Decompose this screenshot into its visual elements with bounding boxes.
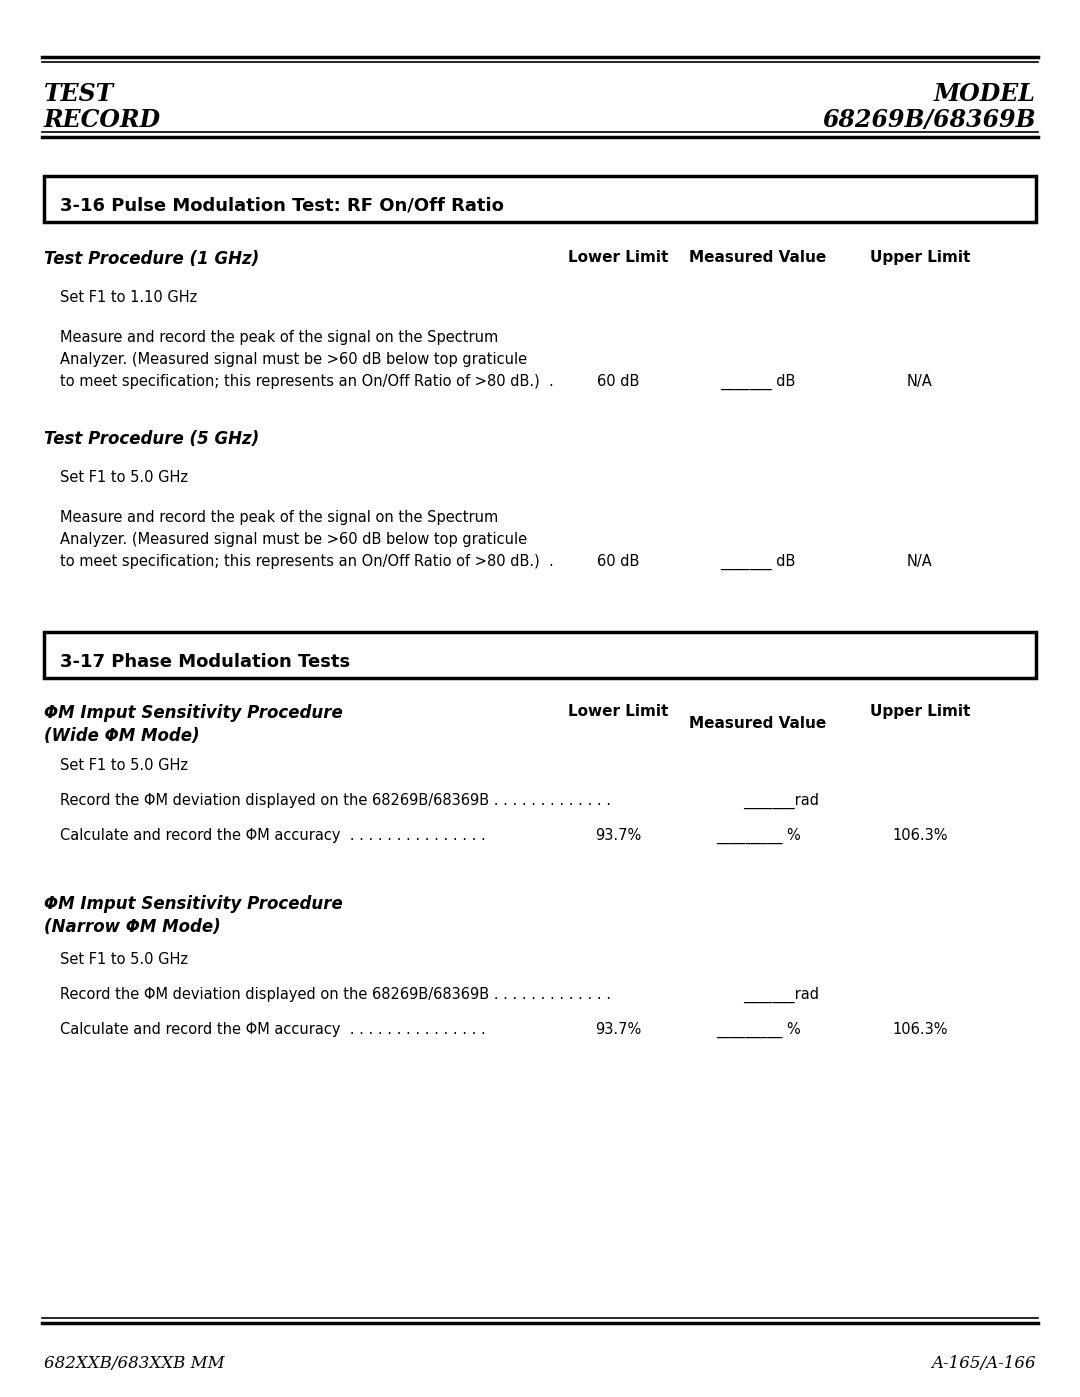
Text: 106.3%: 106.3% — [892, 828, 948, 842]
Text: _________ %: _________ % — [716, 1023, 800, 1038]
Text: N/A: N/A — [907, 555, 933, 569]
Text: MODEL: MODEL — [934, 82, 1036, 106]
Text: Calculate and record the ΦM accuracy  . . . . . . . . . . . . . . .: Calculate and record the ΦM accuracy . .… — [60, 828, 486, 842]
Text: Lower Limit: Lower Limit — [568, 250, 669, 265]
Text: Set F1 to 5.0 GHz: Set F1 to 5.0 GHz — [60, 759, 188, 773]
Bar — [44, 176, 1036, 222]
Text: Measure and record the peak of the signal on the Spectrum: Measure and record the peak of the signa… — [60, 510, 498, 525]
Text: Lower Limit: Lower Limit — [568, 704, 669, 719]
Text: Set F1 to 5.0 GHz: Set F1 to 5.0 GHz — [60, 469, 188, 485]
Text: _______ dB: _______ dB — [720, 374, 796, 390]
Text: Measured Value: Measured Value — [689, 717, 826, 731]
Text: 106.3%: 106.3% — [892, 1023, 948, 1037]
Text: Record the ΦM deviation displayed on the 68269B/68369B . . . . . . . . . . . . .: Record the ΦM deviation displayed on the… — [60, 793, 611, 807]
Text: Test Procedure (1 GHz): Test Procedure (1 GHz) — [44, 250, 259, 268]
Text: RECORD: RECORD — [44, 108, 161, 131]
Text: 93.7%: 93.7% — [595, 828, 642, 842]
Text: 3-17 Phase Modulation Tests: 3-17 Phase Modulation Tests — [60, 652, 350, 671]
Text: Measured Value: Measured Value — [689, 250, 826, 265]
Text: Analyzer. (Measured signal must be >60 dB below top graticule: Analyzer. (Measured signal must be >60 d… — [60, 532, 527, 548]
Text: _______rad: _______rad — [743, 988, 819, 1003]
Text: Upper Limit: Upper Limit — [869, 250, 970, 265]
Text: ΦM Imput Sensitivity Procedure: ΦM Imput Sensitivity Procedure — [44, 895, 342, 914]
Text: Upper Limit: Upper Limit — [869, 704, 970, 719]
Text: _______rad: _______rad — [743, 793, 819, 809]
Text: Test Procedure (5 GHz): Test Procedure (5 GHz) — [44, 430, 259, 448]
Text: 682XXB/683XXB MM: 682XXB/683XXB MM — [44, 1355, 225, 1372]
Text: ΦM Imput Sensitivity Procedure: ΦM Imput Sensitivity Procedure — [44, 704, 342, 722]
Text: _________ %: _________ % — [716, 828, 800, 844]
Text: TEST: TEST — [44, 82, 114, 106]
Text: Calculate and record the ΦM accuracy  . . . . . . . . . . . . . . .: Calculate and record the ΦM accuracy . .… — [60, 1023, 486, 1037]
Text: 93.7%: 93.7% — [595, 1023, 642, 1037]
Text: Set F1 to 5.0 GHz: Set F1 to 5.0 GHz — [60, 951, 188, 967]
Text: _______ dB: _______ dB — [720, 555, 796, 570]
Text: A-165/A-166: A-165/A-166 — [931, 1355, 1036, 1372]
Text: to meet specification; this represents an On/Off Ratio of >80 dB.)  .: to meet specification; this represents a… — [60, 555, 554, 569]
Text: (Narrow ΦM Mode): (Narrow ΦM Mode) — [44, 918, 220, 936]
Text: N/A: N/A — [907, 374, 933, 388]
Text: 68269B/68369B: 68269B/68369B — [822, 108, 1036, 131]
Text: Set F1 to 1.10 GHz: Set F1 to 1.10 GHz — [60, 291, 198, 305]
Text: Record the ΦM deviation displayed on the 68269B/68369B . . . . . . . . . . . . .: Record the ΦM deviation displayed on the… — [60, 988, 611, 1002]
Text: Analyzer. (Measured signal must be >60 dB below top graticule: Analyzer. (Measured signal must be >60 d… — [60, 352, 527, 367]
Bar — [44, 631, 1036, 678]
Text: 60 dB: 60 dB — [597, 374, 639, 388]
Text: 3-16 Pulse Modulation Test: RF On/Off Ratio: 3-16 Pulse Modulation Test: RF On/Off Ra… — [60, 197, 504, 215]
Text: Measure and record the peak of the signal on the Spectrum: Measure and record the peak of the signa… — [60, 330, 498, 345]
Text: (Wide ΦM Mode): (Wide ΦM Mode) — [44, 726, 200, 745]
Text: to meet specification; this represents an On/Off Ratio of >80 dB.)  .: to meet specification; this represents a… — [60, 374, 554, 388]
Text: 60 dB: 60 dB — [597, 555, 639, 569]
